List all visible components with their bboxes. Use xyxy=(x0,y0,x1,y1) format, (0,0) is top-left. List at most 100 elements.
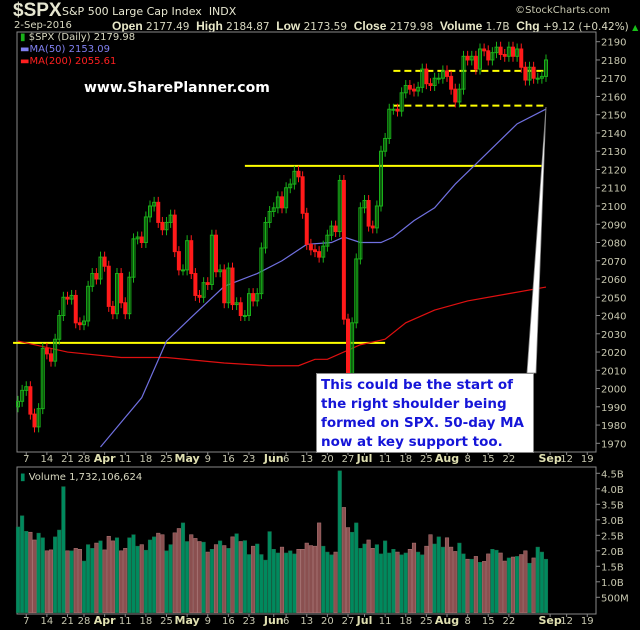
date-tick-label: 14 xyxy=(41,454,54,465)
volume-bar xyxy=(168,544,173,614)
candle-body xyxy=(189,240,194,275)
copyright: ©StockCharts.com xyxy=(515,5,610,16)
annotation-callout: This could be the start of the right sho… xyxy=(316,373,534,453)
volume-bar xyxy=(131,534,136,614)
candle-body xyxy=(181,269,185,272)
candle-body xyxy=(490,52,495,61)
date-tick-label: May xyxy=(175,614,200,627)
candle-body xyxy=(453,88,458,103)
date-tick-label: 23 xyxy=(243,454,256,465)
candle-body xyxy=(263,221,268,249)
candle-body xyxy=(123,302,128,315)
volume-bar xyxy=(180,522,186,614)
volume-bar xyxy=(486,553,491,614)
volume-bar xyxy=(44,550,49,614)
volume-bars-icon: ▮ xyxy=(20,472,26,483)
volume-bar xyxy=(444,537,450,614)
date-tick-label: Jul xyxy=(356,614,373,627)
candle-body xyxy=(362,200,367,209)
date-tick-label: 18 xyxy=(140,616,153,627)
ma50-line xyxy=(100,108,547,448)
date-tick-label: 21 xyxy=(61,454,74,465)
symbol: $SPX xyxy=(13,0,62,21)
date-tick-label: 22 xyxy=(503,616,516,627)
volume-value: 1.7B xyxy=(485,21,510,33)
volume-bar xyxy=(432,543,437,614)
volume-bar xyxy=(119,550,124,614)
low-value: 2173.59 xyxy=(303,21,348,33)
volume-bar xyxy=(176,528,181,614)
candle-body xyxy=(238,302,243,317)
candle-body xyxy=(156,201,161,223)
volume-bar xyxy=(370,548,375,614)
volume-bar xyxy=(143,549,148,614)
open-label: Open xyxy=(112,19,143,33)
date-tick-label: 20 xyxy=(321,616,334,627)
open-value: 2177.49 xyxy=(146,21,190,33)
volume-bar xyxy=(284,552,289,614)
candle-body xyxy=(535,77,540,80)
candle-body xyxy=(329,225,334,236)
volume-bar xyxy=(267,531,272,614)
price-tick-label: 2170 xyxy=(601,74,626,85)
chg-value: +9.12 (+0.42%) xyxy=(542,21,629,33)
candle-body xyxy=(24,386,29,391)
candle-body xyxy=(280,196,284,209)
low-label: Low xyxy=(276,19,301,33)
candle-body xyxy=(511,46,515,57)
candle-body xyxy=(461,55,466,90)
volume-bar xyxy=(57,529,62,614)
price-tick-label: 2160 xyxy=(601,92,626,103)
candle-body xyxy=(139,236,144,244)
price-tick-label: 2180 xyxy=(601,56,626,67)
candle-body xyxy=(98,256,103,280)
candle-body xyxy=(292,170,297,185)
candle-body xyxy=(519,48,524,68)
volume-bar xyxy=(543,558,549,614)
price-tick-label: 2080 xyxy=(601,239,626,250)
volume-bar xyxy=(519,554,524,614)
candle-body xyxy=(288,183,293,189)
candle-body xyxy=(28,386,33,415)
volume-bar xyxy=(110,540,115,614)
volume-bar xyxy=(32,539,37,614)
volume-bar xyxy=(288,550,293,614)
date-tick-label: 25 xyxy=(420,616,433,627)
volume-bar xyxy=(477,562,483,614)
date-tick-label: May xyxy=(175,452,200,465)
candle-body xyxy=(135,236,140,240)
volume-bar xyxy=(69,550,74,614)
volume-bar xyxy=(61,486,66,614)
volume-bar xyxy=(86,544,91,614)
index-name: S&P 500 Large Cap Index INDX xyxy=(62,5,236,18)
date-tick-label: 15 xyxy=(482,616,495,627)
volume-bar xyxy=(106,535,111,614)
legend-price: ▮ $SPX (Daily) 2179.98 xyxy=(20,32,135,43)
legend-ma50: ▬MA(50) 2153.09 xyxy=(20,44,110,55)
date-tick-label: 11 xyxy=(379,454,392,465)
date-tick-label: Sep xyxy=(538,452,561,465)
candle-body xyxy=(337,179,342,233)
candle-body xyxy=(271,207,276,212)
volume-bar xyxy=(527,562,532,614)
volume-bar xyxy=(411,542,417,614)
volume-bar xyxy=(403,552,408,614)
date-tick-label: 7 xyxy=(23,616,29,627)
candle-body xyxy=(325,234,330,247)
volume-bar xyxy=(304,542,309,614)
watermark: www.SharePlanner.com xyxy=(84,80,270,96)
date-tick-label: Aug xyxy=(435,614,459,627)
volume-bar xyxy=(238,541,243,614)
candle-body xyxy=(226,267,231,304)
candle-body xyxy=(102,256,107,267)
candle-body xyxy=(49,353,53,362)
price-tick-label: 1990 xyxy=(601,403,626,414)
candle-body xyxy=(16,400,20,408)
candle-body xyxy=(494,46,499,54)
volume-bar xyxy=(329,554,334,614)
price-tick-label: 2040 xyxy=(601,312,626,323)
date-tick-label: 27 xyxy=(342,616,355,627)
volume-bar xyxy=(300,549,305,614)
exchange: INDX xyxy=(208,5,237,18)
candle-body xyxy=(374,205,379,229)
